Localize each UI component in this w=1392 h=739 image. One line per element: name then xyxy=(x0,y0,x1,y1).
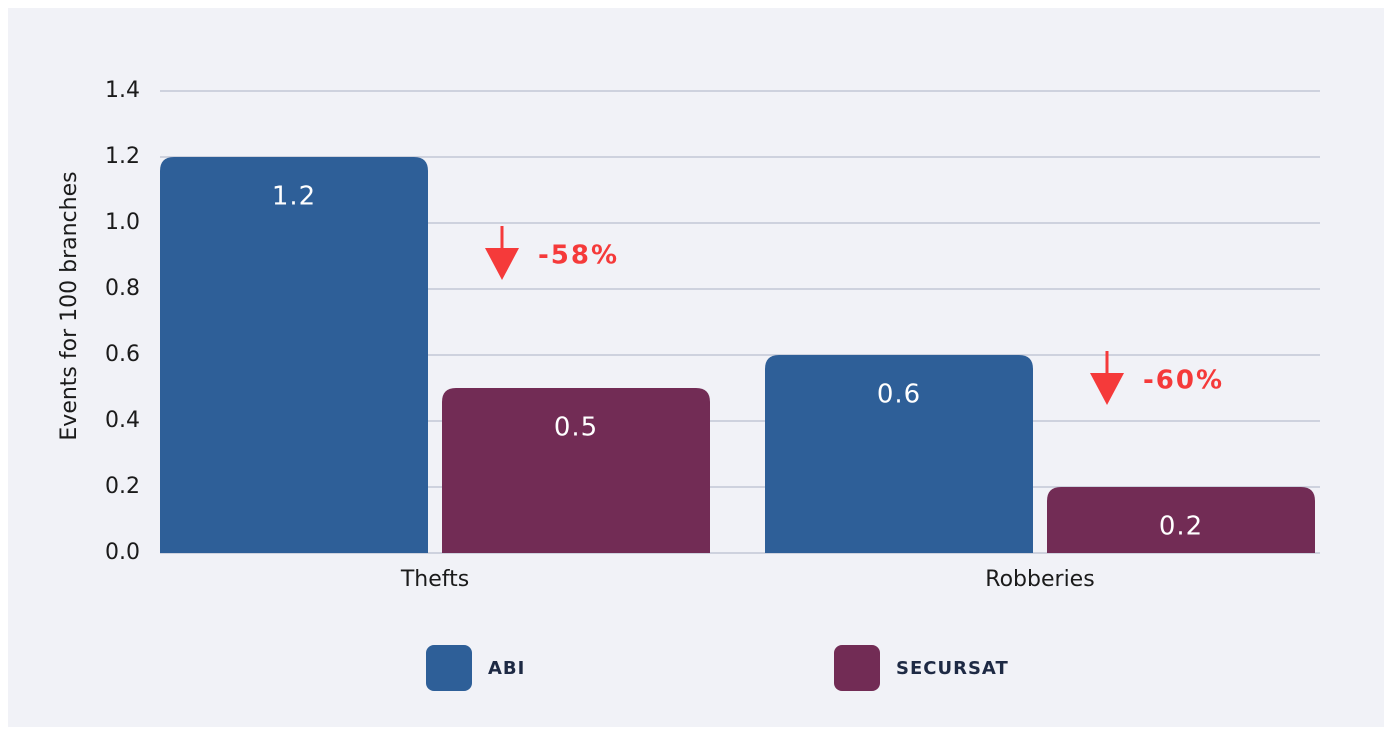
legend-label: ABI xyxy=(488,658,525,679)
legend-swatch xyxy=(834,645,880,691)
y-tick-label: 1.2 xyxy=(105,144,140,169)
y-tick-label: 1.4 xyxy=(105,78,140,103)
y-tick-label: 0.2 xyxy=(105,474,140,499)
y-tick-label: 1.0 xyxy=(105,210,140,235)
y-tick-label: 0.0 xyxy=(105,540,140,565)
bar-value-label: 0.2 xyxy=(1159,512,1203,542)
y-tick-label: 0.8 xyxy=(105,276,140,301)
y-tick-label: 0.4 xyxy=(105,408,140,433)
bar-value-label: 0.5 xyxy=(554,413,598,443)
y-axis-label: Events for 100 branches xyxy=(57,171,82,440)
bar-value-label: 1.2 xyxy=(272,182,316,212)
bar xyxy=(1047,487,1315,553)
annotation: -58% xyxy=(538,241,619,271)
legend-swatch xyxy=(426,645,472,691)
x-tick-label: Thefts xyxy=(400,567,469,592)
x-tick-label: Robberies xyxy=(985,567,1094,592)
bar-value-label: 0.6 xyxy=(877,380,921,410)
bar xyxy=(765,355,1033,553)
annotation: -60% xyxy=(1143,366,1224,396)
bar xyxy=(160,157,428,553)
bar xyxy=(442,388,710,553)
arrow-head xyxy=(485,248,519,280)
arrow-head xyxy=(1090,373,1124,405)
legend-label: SECURSAT xyxy=(896,658,1009,679)
y-tick-label: 0.6 xyxy=(105,342,140,367)
